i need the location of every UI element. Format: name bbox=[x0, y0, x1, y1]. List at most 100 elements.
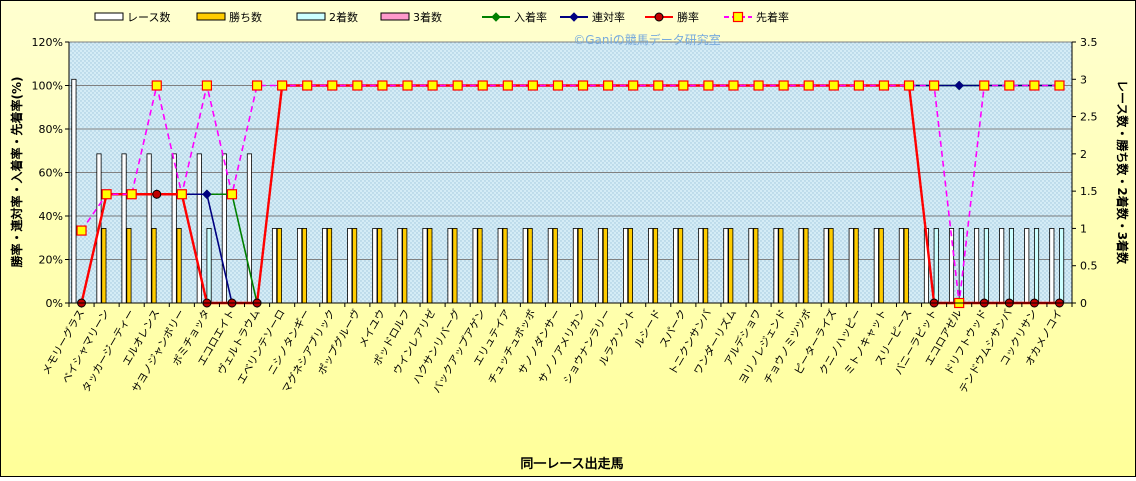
y-axis-right-label: レース数・勝ち数・2着数・3着数 bbox=[1115, 80, 1130, 265]
bar-1-4 bbox=[176, 228, 182, 304]
point-3-11 bbox=[352, 80, 363, 91]
bar-0-31 bbox=[848, 228, 854, 304]
bar-0-33 bbox=[898, 228, 904, 304]
y-left-tick-label: 80% bbox=[39, 123, 63, 136]
point-3-3 bbox=[151, 80, 162, 91]
bar-2-38 bbox=[1033, 228, 1040, 304]
y-right-tick-label: 0 bbox=[1080, 297, 1087, 310]
point-3-26 bbox=[728, 80, 739, 91]
bar-0-32 bbox=[873, 228, 879, 304]
bar-1-10 bbox=[326, 228, 333, 304]
y-left-tick-label: 20% bbox=[39, 254, 63, 267]
bar-1-30 bbox=[828, 228, 834, 304]
point-3-24 bbox=[678, 80, 689, 91]
bar-0-18 bbox=[522, 228, 528, 304]
legend-label: 勝率 bbox=[677, 10, 699, 24]
bar-0-28 bbox=[773, 228, 779, 304]
bar-2-5 bbox=[206, 228, 212, 304]
y-right-tick-label: 0.5 bbox=[1080, 260, 1098, 273]
legend-label: 入着率 bbox=[514, 10, 547, 24]
bar-0-4 bbox=[171, 153, 177, 304]
point-3-10 bbox=[327, 80, 338, 91]
bar-0-17 bbox=[497, 228, 503, 304]
bar-1-22 bbox=[627, 228, 633, 304]
point-3-19 bbox=[552, 80, 564, 91]
legend-label: 勝ち数 bbox=[229, 10, 262, 24]
bar-1-18 bbox=[527, 228, 533, 304]
point-3-16 bbox=[477, 80, 488, 91]
bar-0-16 bbox=[472, 228, 478, 304]
watermark: ©Ganiの競馬データ研究室 bbox=[573, 32, 721, 47]
bar-0-22 bbox=[623, 228, 629, 304]
legend-marker bbox=[654, 12, 664, 22]
point-3-30 bbox=[828, 80, 839, 91]
point-3-14 bbox=[427, 80, 438, 91]
legend-label: 2着数 bbox=[329, 10, 358, 24]
legend-swatch bbox=[296, 12, 326, 21]
series-line-3 bbox=[80, 84, 1060, 304]
bar-0-25 bbox=[698, 228, 704, 304]
bar-1-12 bbox=[377, 228, 383, 304]
bar-1-25 bbox=[703, 228, 709, 304]
bar-0-13 bbox=[397, 228, 403, 304]
bar-1-20 bbox=[577, 228, 583, 304]
bar-0-27 bbox=[748, 228, 754, 304]
y-left-tick-label: 0% bbox=[46, 297, 63, 310]
bar-1-31 bbox=[853, 228, 859, 304]
bar-2-36 bbox=[983, 228, 989, 304]
bar-1-15 bbox=[452, 228, 458, 304]
bar-0-37 bbox=[999, 228, 1005, 304]
bar-1-13 bbox=[402, 228, 408, 304]
legend-label: 先着率 bbox=[756, 10, 789, 24]
bar-0-12 bbox=[372, 228, 378, 304]
y-right-tick-label: 2 bbox=[1080, 148, 1087, 161]
point-3-33 bbox=[903, 80, 915, 91]
bar-0-7 bbox=[246, 153, 252, 304]
bar-0-6 bbox=[221, 153, 227, 304]
bar-1-19 bbox=[552, 228, 558, 304]
legend-swatch bbox=[94, 12, 124, 21]
point-3-15 bbox=[452, 80, 463, 91]
bar-0-24 bbox=[673, 228, 679, 304]
point-3-0 bbox=[76, 225, 87, 236]
series-line-group-3 bbox=[76, 80, 1065, 309]
bar-1-14 bbox=[427, 228, 433, 304]
bar-1-21 bbox=[602, 228, 608, 304]
point-3-4 bbox=[176, 189, 187, 200]
y-left-tick-label: 60% bbox=[39, 167, 63, 180]
bar-1-16 bbox=[477, 228, 483, 304]
bar-2-37 bbox=[1008, 228, 1015, 304]
bar-2-34 bbox=[933, 228, 939, 304]
bar-0-26 bbox=[723, 228, 729, 304]
legend-marker bbox=[491, 12, 501, 22]
bar-1-1 bbox=[101, 228, 107, 304]
y-left-tick-label: 100% bbox=[32, 80, 63, 93]
point-3-28 bbox=[778, 80, 789, 91]
bar-0-23 bbox=[648, 228, 654, 304]
point-3-31 bbox=[853, 80, 864, 91]
bar-0-29 bbox=[798, 228, 804, 304]
point-3-21 bbox=[603, 80, 614, 91]
legend-label: 3着数 bbox=[413, 10, 442, 24]
bar-0-11 bbox=[347, 228, 353, 304]
bar-0-3 bbox=[146, 153, 152, 304]
bar-1-3 bbox=[151, 228, 157, 304]
y-right-tick-label: 1 bbox=[1080, 222, 1087, 235]
bar-0-30 bbox=[823, 228, 829, 304]
point-3-36 bbox=[979, 80, 990, 91]
bar-1-8 bbox=[276, 228, 282, 304]
point-3-1 bbox=[101, 189, 112, 200]
point-3-6 bbox=[226, 189, 238, 200]
legend-label: 連対率 bbox=[592, 10, 625, 24]
bar-0-35 bbox=[948, 228, 955, 304]
bar-1-28 bbox=[778, 228, 784, 304]
bar-0-15 bbox=[447, 228, 453, 304]
bar-0-9 bbox=[297, 228, 303, 304]
bar-0-19 bbox=[547, 228, 553, 304]
point-3-38 bbox=[1029, 80, 1040, 91]
y-right-tick-label: 1.5 bbox=[1080, 185, 1098, 198]
legend-label: レース数 bbox=[127, 11, 170, 24]
point-3-22 bbox=[628, 80, 639, 91]
